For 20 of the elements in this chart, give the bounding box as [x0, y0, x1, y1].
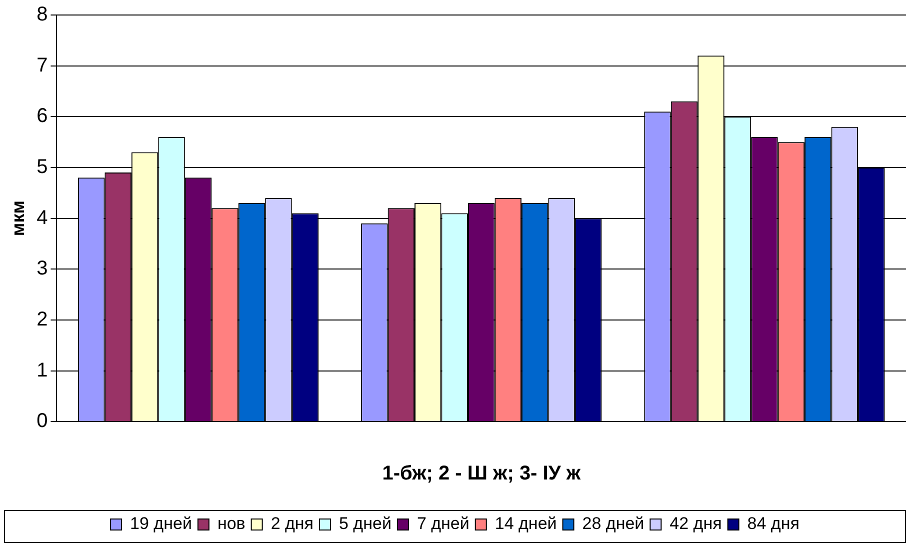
- legend-label: 7 дней: [416, 514, 470, 534]
- y-tick-label: 3: [36, 258, 48, 280]
- y-tick-label: 6: [36, 105, 48, 128]
- y-tick-label: 2: [36, 308, 48, 330]
- y-tick-label: 7: [36, 54, 48, 76]
- y-axis-title: мкм: [8, 200, 28, 236]
- legend-label: 84 дня: [747, 514, 800, 534]
- legend-label: 2 дня: [270, 514, 314, 534]
- legend-label: 5 дней: [339, 514, 392, 534]
- y-tick-label: 1: [36, 359, 48, 382]
- y-tick-label: 8: [36, 4, 48, 26]
- legend-label: 19 дней: [130, 514, 192, 534]
- y-tick-label: 4: [36, 206, 48, 229]
- legend-label: 42 дня: [670, 514, 722, 534]
- y-tick-label: 0: [36, 410, 48, 432]
- legend-label: нов: [217, 514, 246, 534]
- y-tick-label: 5: [36, 156, 48, 178]
- legend-label: 28 дней: [582, 514, 644, 534]
- x-axis-title: 1-бж; 2 - Ш ж; 3- IУ ж: [382, 462, 582, 485]
- legend-label: 14 дней: [494, 514, 557, 534]
